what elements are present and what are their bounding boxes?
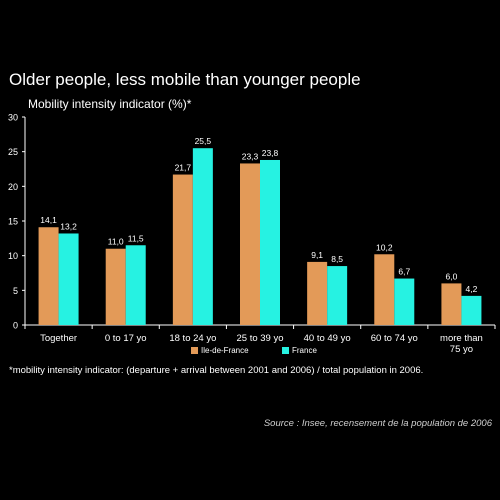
y-tick-label: 5 — [13, 286, 18, 296]
y-tick-label: 25 — [8, 147, 18, 157]
data-label: 6,7 — [398, 267, 410, 277]
bar-france — [394, 278, 415, 325]
legend-label: France — [292, 346, 317, 355]
footnote: *mobility intensity indicator: (departur… — [9, 365, 424, 376]
data-label: 11,5 — [128, 233, 144, 243]
y-tick-label: 10 — [8, 251, 18, 261]
data-label: 10,2 — [376, 242, 393, 252]
data-label: 13,2 — [60, 221, 77, 231]
y-tick-label: 15 — [8, 217, 18, 227]
bar-ile-de-france — [240, 163, 260, 325]
data-label: 14,1 — [40, 215, 57, 225]
bar-ile-de-france — [105, 248, 126, 325]
bar-ile-de-france — [441, 283, 462, 325]
bar-france — [58, 233, 79, 325]
legend-swatch-ile-de-france — [191, 347, 198, 354]
legend-swatch-france — [282, 347, 289, 354]
bar-france — [192, 148, 213, 325]
bar-france — [461, 295, 482, 325]
data-label: 23,3 — [242, 151, 259, 161]
data-label: 4,2 — [466, 284, 478, 294]
bar-ile-de-france — [307, 261, 328, 325]
x-tick-label: Together — [40, 333, 77, 344]
bar-france — [327, 266, 348, 325]
x-tick-label: 40 to 49 yo — [304, 333, 351, 344]
y-tick-label: 30 — [8, 113, 18, 123]
data-label: 11,0 — [108, 237, 124, 247]
data-label: 21,7 — [175, 163, 192, 173]
chart-title: Older people, less mobile than younger p… — [9, 70, 361, 89]
x-tick-label: 0 to 17 yo — [105, 333, 147, 344]
bar-france — [125, 245, 146, 325]
data-label: 25,5 — [195, 136, 212, 146]
bar-ile-de-france — [374, 254, 395, 325]
y-tick-label: 20 — [8, 182, 18, 192]
data-label: 9,1 — [311, 250, 323, 260]
data-label: 8,5 — [331, 254, 343, 264]
chart-subtitle: Mobility intensity indicator (%)* — [28, 97, 192, 111]
y-tick-label: 0 — [13, 321, 18, 331]
source-note: Source : Insee, recensement de la popula… — [263, 418, 492, 429]
x-tick-label: 18 to 24 yo — [169, 333, 216, 344]
x-tick-label: 60 to 74 yo — [371, 333, 418, 344]
data-label: 6,0 — [446, 271, 458, 281]
bar-ile-de-france — [172, 174, 193, 325]
x-tick-label: 25 to 39 yo — [236, 333, 283, 344]
x-tick-label: more than 75 yo — [440, 333, 483, 355]
data-label: 23,8 — [262, 148, 279, 158]
bar-france — [260, 159, 280, 325]
bar-ile-de-france — [38, 227, 59, 325]
legend-label: Ile-de-France — [201, 346, 249, 355]
